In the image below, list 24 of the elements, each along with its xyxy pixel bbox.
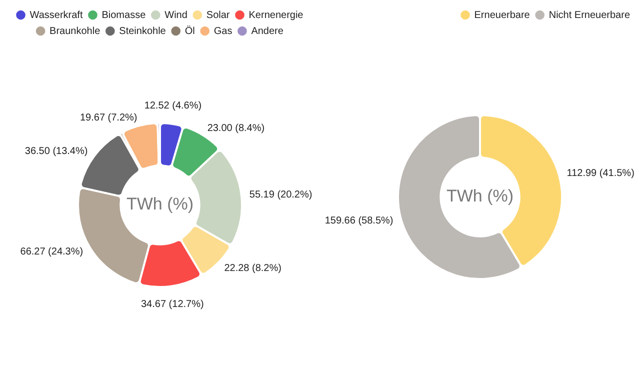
legend-label: Solar: [206, 10, 230, 21]
data-label: 19.67 (7.2%): [80, 112, 138, 124]
data-label: 22.28 (8.2%): [224, 262, 282, 274]
legend-label: Steinkohle: [119, 26, 166, 37]
legend-label: Erneuerbare: [474, 10, 530, 21]
legend-label: Braunkohle: [50, 26, 101, 37]
legend-label: Andere: [251, 26, 284, 37]
text: TWh (%): [446, 186, 514, 206]
data-label: 12.52 (4.6%): [144, 100, 202, 112]
legend-label: Biomasse: [102, 10, 146, 21]
text: TWh (%): [126, 194, 194, 214]
legend-label: Wasserkraft: [30, 10, 83, 21]
legend-label: Nicht Erneuerbare: [548, 10, 630, 21]
data-label: 112.99 (41.5%): [566, 168, 634, 179]
data-label: 36.50 (13.4%): [24, 146, 88, 158]
data-label: 55.19 (20.2%): [249, 189, 312, 200]
legend-label: Wind: [164, 10, 188, 21]
data-label: 66.27 (24.3%): [20, 246, 84, 258]
legend-label: Öl: [184, 24, 195, 37]
data-label: 34.67 (12.7%): [140, 298, 204, 310]
legend-label: Kernenergie: [248, 10, 304, 21]
data-label: 23.00 (8.4%): [207, 123, 265, 134]
data-label: 159.66 (58.5%): [324, 216, 394, 227]
legend-label: Gas: [214, 26, 232, 37]
